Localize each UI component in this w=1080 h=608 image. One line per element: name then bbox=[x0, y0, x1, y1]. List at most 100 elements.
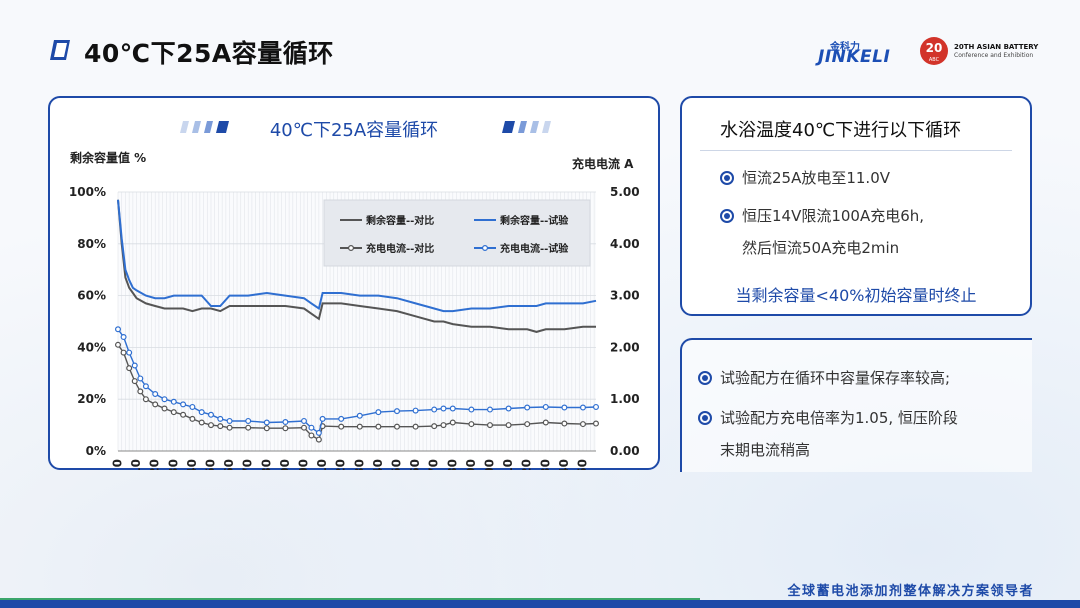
data-point bbox=[263, 425, 270, 432]
data-point bbox=[505, 405, 512, 412]
data-point bbox=[126, 365, 133, 372]
data-point bbox=[114, 341, 121, 348]
data-point bbox=[449, 419, 456, 426]
conclusion-bullet: 试验配方在循环中容量保存率较高; bbox=[698, 362, 950, 394]
data-point bbox=[542, 419, 549, 426]
data-point bbox=[315, 436, 322, 443]
x-tick-label: 110 bbox=[315, 459, 329, 470]
footer-bar bbox=[0, 600, 1080, 608]
page-title: 40℃下25A容量循环 bbox=[84, 39, 334, 68]
series-line bbox=[117, 199, 597, 313]
termination-note: 当剩余容量<40%初始容量时终止 bbox=[735, 286, 977, 305]
x-tick-label: 210 bbox=[501, 459, 515, 470]
data-point bbox=[137, 388, 144, 395]
header-mark-icon bbox=[50, 40, 70, 60]
condition-bullet: 恒压14V限流100A充电6h, bbox=[720, 200, 924, 232]
x-tick-label: 230 bbox=[538, 459, 552, 470]
data-point bbox=[180, 411, 187, 418]
data-point bbox=[131, 378, 138, 385]
data-point bbox=[412, 423, 419, 430]
capacity-cycle-chart: 剩余容量值 % 充电电流 A 0% 20% 40% 60% 80% 100% 0.00 1.00 2… bbox=[69, 150, 640, 470]
data-point bbox=[245, 417, 252, 424]
x-tick-label: 190 bbox=[464, 459, 478, 470]
data-point bbox=[161, 396, 168, 403]
series-line bbox=[117, 199, 596, 333]
x-tick-label: 250 bbox=[575, 459, 589, 470]
y1-tick-label: 80% bbox=[77, 237, 106, 251]
y1-tick-label: 20% bbox=[77, 392, 106, 406]
data-point bbox=[198, 409, 205, 416]
x-tick-label: 70 bbox=[241, 459, 255, 470]
condition-bullet: 恒流25A放电至11.0V bbox=[720, 162, 890, 194]
data-point bbox=[170, 398, 177, 405]
data-point bbox=[282, 418, 289, 425]
data-point bbox=[440, 422, 447, 429]
legend-label: 剩余容量--对比 bbox=[366, 214, 434, 227]
x-tick-label: 120 bbox=[334, 459, 348, 470]
conditions-panel bbox=[680, 96, 1032, 316]
data-point bbox=[393, 408, 400, 415]
x-tick-label: 80 bbox=[259, 459, 273, 470]
data-point bbox=[189, 415, 196, 422]
data-point bbox=[592, 420, 599, 427]
data-point bbox=[120, 334, 127, 341]
data-point bbox=[142, 383, 149, 390]
footer-accent-bar bbox=[0, 598, 700, 601]
data-point bbox=[114, 326, 121, 333]
data-point bbox=[282, 425, 289, 432]
legend-marker bbox=[348, 244, 355, 251]
data-point bbox=[308, 432, 315, 439]
y1-tick-label: 60% bbox=[77, 289, 106, 303]
abc-logo-icon: 20 ABC bbox=[920, 37, 948, 65]
data-point bbox=[152, 391, 159, 398]
footer-slogan: 全球蓄电池添加剂整体解决方案领导者 bbox=[787, 584, 1034, 599]
data-point bbox=[300, 417, 307, 424]
data-point bbox=[161, 405, 168, 412]
y1-tick-label: 100% bbox=[69, 185, 106, 199]
data-point bbox=[245, 424, 252, 431]
conclusion-bullet: 试验配方充电倍率为1.05, 恒压阶段 bbox=[698, 402, 958, 434]
stripe-decoration-icon bbox=[502, 121, 551, 133]
data-point bbox=[152, 401, 159, 408]
y1-axis-label: 剩余容量值 % bbox=[70, 150, 146, 165]
data-point bbox=[198, 419, 205, 426]
x-tick-label: 240 bbox=[557, 459, 571, 470]
data-point bbox=[120, 349, 127, 356]
x-tick-label: 40 bbox=[185, 459, 199, 470]
legend-label: 充电电流--试验 bbox=[500, 242, 569, 255]
conditions-title: 水浴温度40℃下进行以下循环 bbox=[720, 120, 962, 141]
data-point bbox=[524, 421, 531, 428]
bullet-icon bbox=[720, 171, 734, 185]
x-tick-label: 90 bbox=[278, 459, 292, 470]
data-point bbox=[315, 429, 322, 436]
data-point bbox=[468, 406, 475, 413]
data-point bbox=[207, 422, 214, 429]
data-point bbox=[356, 423, 363, 430]
condition-bullet-cont: 然后恒流50A充电2min bbox=[742, 239, 900, 257]
data-point bbox=[375, 409, 382, 416]
data-point bbox=[561, 420, 568, 427]
data-point bbox=[126, 349, 133, 356]
conclusion-panel bbox=[680, 338, 1032, 472]
data-point bbox=[468, 421, 475, 428]
x-tick-label: 180 bbox=[445, 459, 459, 470]
y2-tick-label: 3.00 bbox=[610, 289, 640, 303]
abc-logo-text: 20TH ASIAN BATTERY Conference and Exhibi… bbox=[954, 43, 1039, 59]
x-tick-label: 130 bbox=[352, 459, 366, 470]
data-point bbox=[319, 415, 326, 422]
x-tick-label: 220 bbox=[520, 459, 534, 470]
x-tick-label: 100 bbox=[296, 459, 310, 470]
svg-text:20: 20 bbox=[926, 41, 943, 55]
legend-marker bbox=[482, 244, 489, 251]
data-point bbox=[226, 417, 233, 424]
bullet-icon bbox=[720, 209, 734, 223]
y2-tick-label: 0.00 bbox=[610, 444, 640, 458]
data-point bbox=[592, 403, 599, 410]
y2-tick-label: 2.00 bbox=[610, 340, 640, 354]
data-point bbox=[431, 406, 438, 413]
svg-text:ABC: ABC bbox=[929, 57, 940, 63]
divider bbox=[700, 150, 1012, 151]
x-tick-label: 20 bbox=[148, 459, 162, 470]
data-point bbox=[449, 405, 456, 412]
y1-tick-label: 0% bbox=[86, 444, 106, 458]
